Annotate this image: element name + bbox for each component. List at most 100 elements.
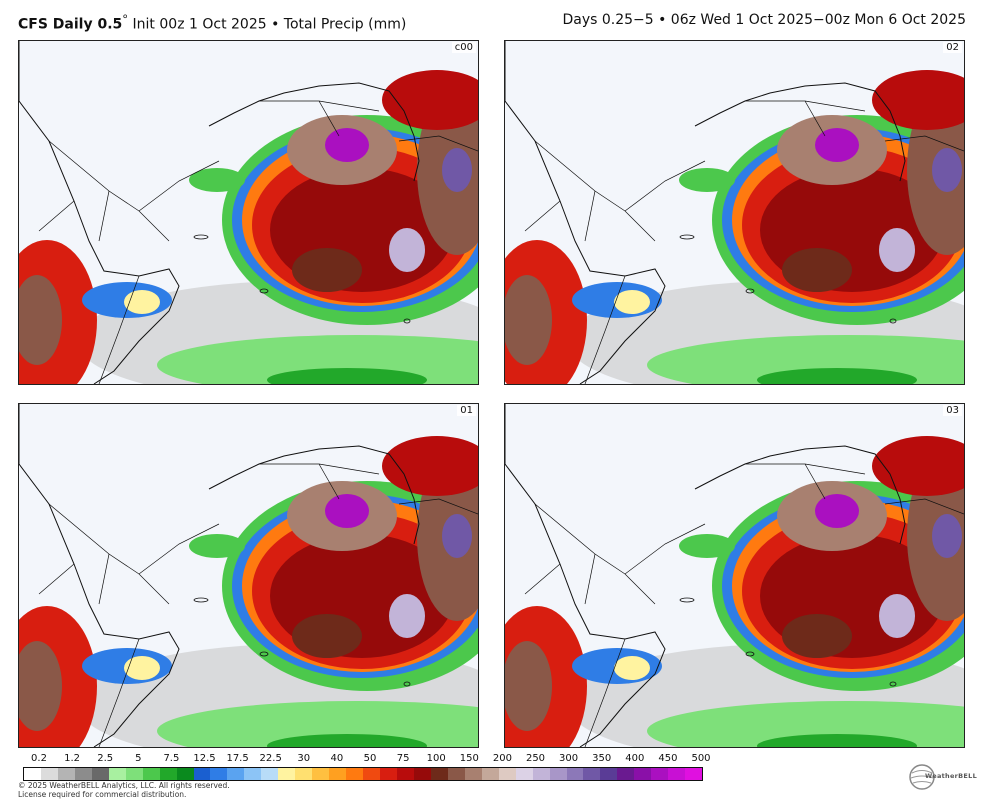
colorbar-swatch [447,768,465,780]
colorbar-swatch [651,768,669,780]
precip-map [505,404,964,747]
colorbar-tick-label: 2.5 [97,753,114,764]
country-border [524,463,964,747]
logo-globe-icon [909,764,935,790]
precip-colorbar [23,767,703,781]
colorbar-tick-label: 75 [396,753,410,764]
precip-contour [679,534,735,558]
precip-contour [389,594,425,638]
colorbar-swatch [685,768,703,780]
colorbar-tick-label: 400 [625,753,645,764]
precip-contour [932,514,962,558]
island-outline [259,651,269,657]
colorbar-swatch [74,768,92,780]
colorbar-swatch [617,768,635,780]
ensemble-panel-01: 01 [18,403,479,748]
colorbar-swatch [108,768,126,780]
colorbar-swatch [363,768,381,780]
logo-text: WeatherBELL [925,772,978,780]
precip-map [19,404,478,747]
colorbar-tick-label: 40 [330,753,344,764]
colorbar-tick-label: 500 [691,753,711,764]
colorbar-swatch [261,768,279,780]
colorbar-tick-label: 300 [559,753,579,764]
precip-contour [267,734,427,747]
colorbar-tick-label: 200 [492,753,512,764]
colorbar-swatch [295,768,313,780]
degree-symbol: ° [122,12,129,26]
precip-contour [782,248,852,292]
colorbar-tick-label: 17.5 [226,753,249,764]
colorbar-swatch [57,768,75,780]
island-outline [193,234,209,240]
colorbar-swatch [346,768,364,780]
copyright-notice: © 2025 WeatherBELL Analytics, LLC. All r… [18,781,230,799]
precip-contour [442,148,472,192]
colorbar-swatch [380,768,397,780]
colorbar-swatch [430,768,448,780]
member-label: c00 [451,42,476,53]
precip-contour [267,368,427,384]
country-border [524,100,964,384]
precip-contour [292,248,362,292]
colorbar-swatch [227,768,245,780]
precip-contour [382,436,478,496]
license-line: License required for commercial distribu… [18,790,187,799]
colorbar-tick-label: 350 [592,753,612,764]
colorbar-tick-label: 250 [525,753,546,764]
colorbar-tick-label: 450 [658,753,678,764]
colorbar-swatch [159,768,177,780]
precip-contour [614,656,650,680]
ensemble-panel-02: 02 [504,40,965,385]
colorbar-tick-label: 5 [135,753,142,764]
precip-contour [442,514,472,558]
map-title: CFS Daily 0.5° Init 00z 1 Oct 2025 • Tot… [18,12,406,33]
colorbar-tick-label: 150 [459,753,479,764]
precip-contour [614,290,650,314]
precip-contour [679,168,735,192]
colorbar-swatch [413,768,431,780]
colorbar-swatch [498,768,516,780]
country-border [38,463,478,747]
colorbar-tick-label: 7.5 [163,753,180,764]
precip-contour [505,275,552,365]
colorbar-swatch [176,768,194,780]
member-label: 02 [943,42,962,53]
precip-contour [389,228,425,272]
init-info: Init 00z 1 Oct 2025 • Total Precip (mm) [128,16,407,33]
precip-contour [189,534,245,558]
colorbar-swatch [278,768,296,780]
precip-contour [872,436,964,496]
precip-contour [872,70,964,130]
island-outline [889,681,897,687]
model-name: CFS Daily 0.5 [18,16,123,33]
colorbar-swatch [396,768,414,780]
colorbar-swatch [549,768,567,780]
member-label: 03 [943,405,962,416]
ensemble-panel-c00: c00 [18,40,479,385]
island-outline [679,597,695,603]
colorbar-swatch [566,768,584,780]
precip-map [505,41,964,384]
colorbar-swatch [583,768,601,780]
precip-contour [124,656,160,680]
colorbar-swatch [668,768,686,780]
colorbar-swatch [24,768,41,780]
island-outline [679,234,695,240]
colorbar-swatch [40,768,58,780]
colorbar-swatch [600,768,618,780]
island-outline [403,318,411,324]
copyright-line: © 2025 WeatherBELL Analytics, LLC. All r… [18,781,230,790]
island-outline [745,651,755,657]
colorbar-swatch [515,768,533,780]
ensemble-panel-03: 03 [504,403,965,748]
island-outline [889,318,897,324]
precip-contour [325,494,369,528]
precip-contour [782,614,852,658]
precip-contour [19,275,62,365]
weatherbell-logo: WeatherBELL [908,762,977,792]
colorbar-tick-label: 1.2 [64,753,81,764]
colorbar-tick-label: 0.2 [31,753,47,764]
colorbar-swatch [244,768,262,780]
precip-map [19,41,478,384]
